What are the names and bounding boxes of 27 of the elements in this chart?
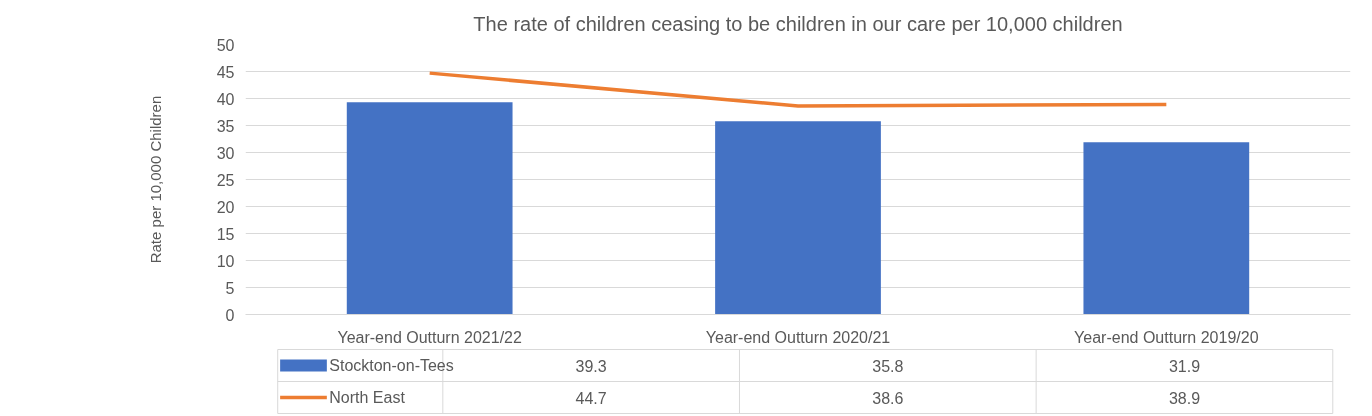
bar	[346, 102, 513, 315]
x-tick-label: Year-end Outturn 2021/22	[337, 328, 522, 346]
bar	[1083, 142, 1250, 315]
data-label: 31.9	[1168, 357, 1201, 375]
y-tick-label: 0	[225, 306, 235, 324]
chart-title: The rate of children ceasing to be children in our care per 10,000 children	[473, 12, 1123, 35]
data-label: 35.8	[872, 357, 904, 375]
x-tick-label: Year-end Outturn 2020/21	[705, 328, 891, 346]
y-tick-label: 10	[216, 252, 235, 270]
data-label: 38.9	[1168, 389, 1201, 407]
data-label: 44.7	[575, 389, 607, 407]
y-tick-label: 5	[225, 279, 235, 297]
y-tick-label: 15	[216, 225, 235, 243]
y-tick-label: 35	[216, 117, 235, 135]
bar	[715, 121, 881, 315]
legend-label: Stockton-on-Tees	[329, 357, 454, 374]
y-tick-label: 25	[216, 171, 235, 189]
y-tick-label: 45	[216, 63, 235, 81]
y-tick-label: 20	[216, 198, 235, 216]
y-tick-label: 30	[216, 144, 235, 162]
y-tick-label: 40	[216, 90, 235, 108]
x-tick-label: Year-end Outturn 2019/20	[1074, 328, 1259, 346]
data-label: 39.3	[575, 357, 607, 375]
legend-label: North East	[329, 389, 406, 406]
data-label: 38.6	[872, 389, 904, 407]
y-tick-label: 50	[216, 36, 235, 54]
y-axis-title: Rate per 10,000 Children	[146, 95, 164, 264]
